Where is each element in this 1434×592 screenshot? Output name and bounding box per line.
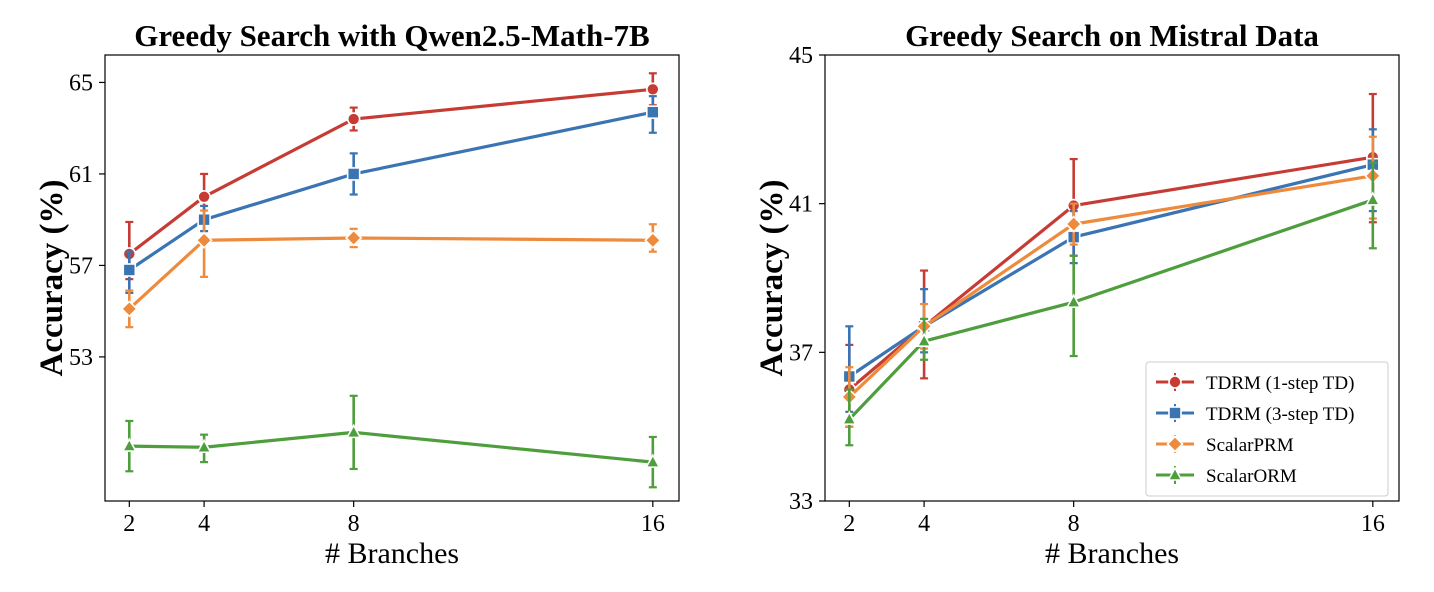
left-y-tick-label: 53 xyxy=(69,345,93,371)
right-data-point xyxy=(841,410,858,426)
legend-label: TDRM (1-step TD) xyxy=(1206,373,1354,394)
legend-label: ScalarORM xyxy=(1206,466,1297,487)
left-plot: 2 4 8 16 53 57 61 65 xyxy=(69,54,680,537)
left-data-point xyxy=(196,438,212,454)
left-data-point xyxy=(346,167,361,181)
right-plot-frame xyxy=(824,54,1400,502)
legend-label: ScalarPRM xyxy=(1206,435,1294,456)
left-series-triangle xyxy=(121,394,661,489)
legend-label: TDRM (3-step TD) xyxy=(1206,404,1354,425)
right-y-tick-label: 45 xyxy=(789,43,813,69)
left-series-line xyxy=(128,110,654,272)
right-x-tick-label: 8 xyxy=(1068,511,1080,537)
left-series-diamond xyxy=(120,209,662,329)
left-y-axis-label: Accuracy (%) xyxy=(34,179,70,376)
left-data-point xyxy=(120,300,138,318)
right-y-tick-label: 33 xyxy=(789,489,813,515)
right-y-tick-label: 41 xyxy=(789,192,813,218)
left-data-point xyxy=(646,82,660,97)
left-data-point xyxy=(345,423,362,439)
left-data-point xyxy=(195,231,213,249)
left-chart-title: Greedy Search with Qwen2.5-Math-7B xyxy=(134,18,649,53)
right-chart-title: Greedy Search on Mistral Data xyxy=(905,18,1319,53)
left-series-line xyxy=(128,236,653,311)
right-data-point xyxy=(1065,293,1082,308)
left-data-point xyxy=(345,229,363,247)
right-series-triangle xyxy=(841,161,1381,447)
legend-item: ScalarPRM xyxy=(1156,435,1294,456)
legend-item: TDRM (1-step TD) xyxy=(1156,373,1354,394)
right-x-tick-label: 4 xyxy=(918,511,930,537)
legend-marker xyxy=(1168,375,1182,389)
right-x-tick-label: 16 xyxy=(1361,511,1385,537)
left-x-tick-label: 8 xyxy=(348,511,360,537)
right-series-diamond xyxy=(840,135,1382,428)
left-x-tick-label: 4 xyxy=(198,511,210,537)
left-data-point xyxy=(197,190,211,204)
left-y-tick-label: 61 xyxy=(69,162,93,188)
legend-item: ScalarORM xyxy=(1156,466,1297,487)
left-y-tick-label: 65 xyxy=(69,70,93,96)
right-series-line xyxy=(848,155,1374,391)
left-data-point xyxy=(646,105,660,119)
right-data-point xyxy=(916,332,932,347)
legend-marker xyxy=(1168,406,1182,420)
legend-item: TDRM (3-step TD) xyxy=(1156,404,1354,425)
left-data-point xyxy=(644,231,662,249)
left-x-axis-label: # Branches xyxy=(325,537,459,570)
left-data-point xyxy=(121,437,138,452)
left-y-tick-label: 57 xyxy=(69,253,93,279)
right-x-axis-label: # Branches xyxy=(1045,537,1179,570)
left-data-point xyxy=(122,263,137,277)
left-series-square xyxy=(122,95,660,294)
legend: TDRM (1-step TD) TDRM (3-step TD) ScalarPR… xyxy=(1145,361,1389,497)
right-series-line xyxy=(848,198,1374,421)
legend-marker xyxy=(1166,435,1184,453)
left-data-point xyxy=(346,112,361,126)
right-y-axis-label: Accuracy (%) xyxy=(754,179,790,376)
right-data-point xyxy=(1364,191,1381,206)
right-plot: 2 4 8 16 33 37 41 45 xyxy=(789,43,1400,537)
right-y-tick-label: 37 xyxy=(789,340,813,366)
right-series-line xyxy=(848,174,1374,399)
left-x-tick-label: 16 xyxy=(641,511,665,537)
right-x-tick-label: 2 xyxy=(843,511,855,537)
left-series-line xyxy=(128,87,653,256)
right-data-point xyxy=(1065,215,1083,233)
left-data-point xyxy=(644,453,661,468)
left-x-tick-label: 2 xyxy=(123,511,135,537)
legend-marker xyxy=(1167,466,1183,481)
left-plot-frame xyxy=(104,54,680,502)
legend-box xyxy=(1145,361,1389,497)
left-series-line xyxy=(129,430,653,464)
